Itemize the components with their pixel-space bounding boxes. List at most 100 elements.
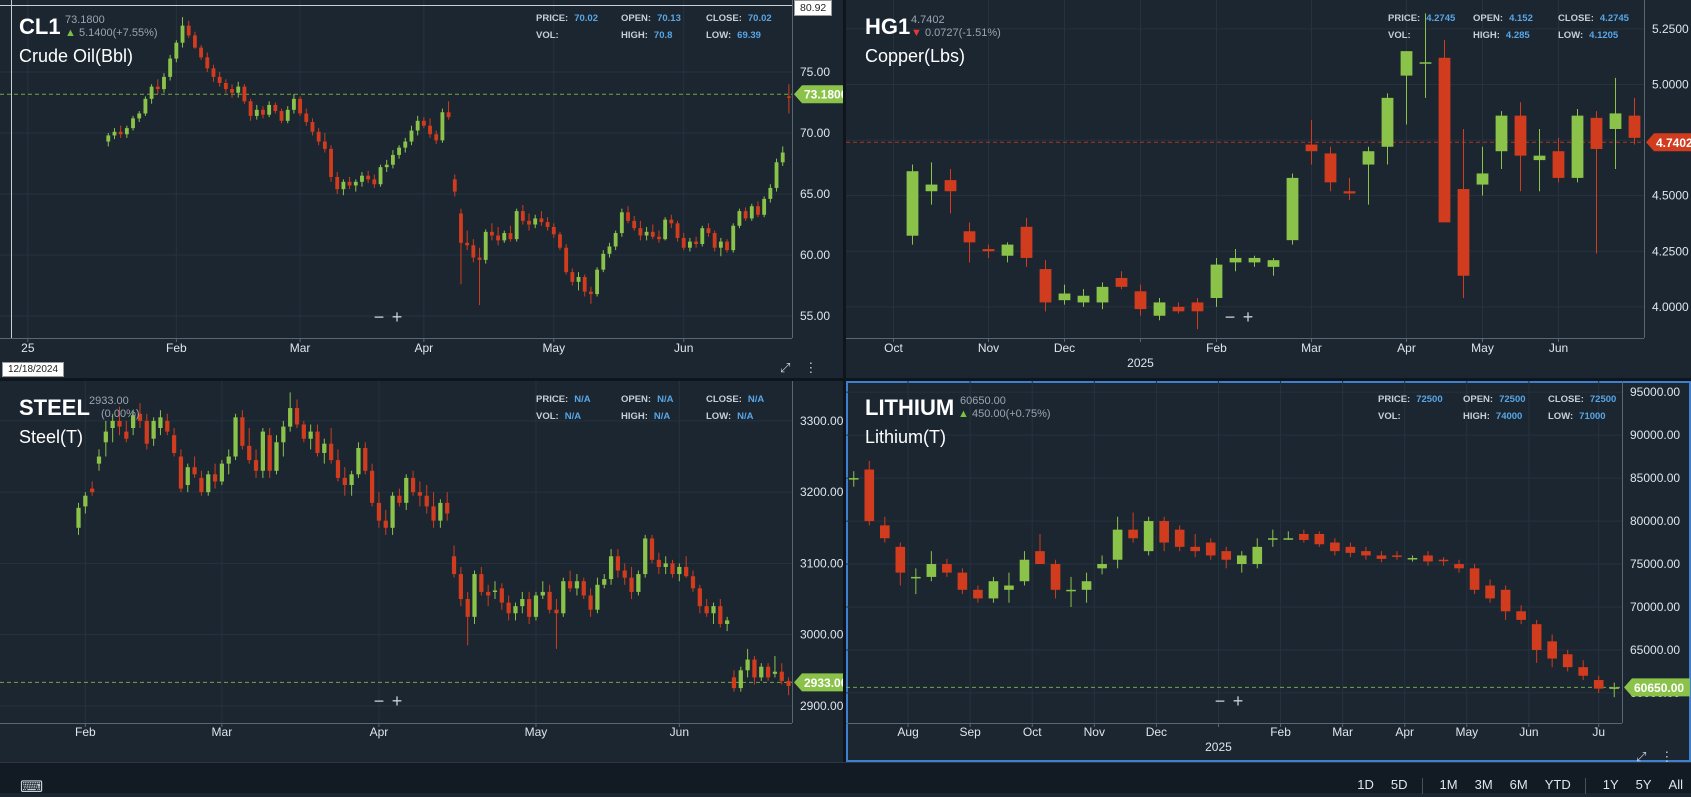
candle-body — [669, 219, 674, 224]
ohlc-value: N/A — [747, 394, 765, 405]
zoom-out-button[interactable]: − — [1214, 691, 1226, 711]
zoom-out-button[interactable]: − — [373, 691, 385, 711]
candle — [982, 244, 995, 258]
chart-panel-lithium[interactable]: 60000.0065000.0070000.0075000.0080000.00… — [846, 381, 1691, 762]
candle-body — [1066, 589, 1076, 592]
zoom-controls: − + — [370, 308, 406, 326]
candle — [1081, 572, 1092, 603]
y-tick-label: 3000.00 — [800, 628, 843, 642]
candle-body — [260, 431, 265, 471]
candle-body — [895, 546, 906, 573]
candle-body — [561, 581, 566, 614]
candle — [558, 231, 562, 251]
candle-body — [1191, 302, 1204, 312]
x-tick-label: Jun — [1549, 341, 1568, 355]
candle-body — [1299, 533, 1309, 540]
last-price-tag-bg — [794, 85, 843, 104]
candle-body — [1252, 546, 1263, 565]
candle-body — [409, 130, 414, 142]
y-tick-label: 5.0000 — [1652, 78, 1689, 92]
zoom-in-button[interactable]: + — [1242, 307, 1254, 327]
zoom-out-button[interactable]: − — [1224, 307, 1236, 327]
range-button-6m[interactable]: 6M — [1509, 777, 1528, 792]
candle — [1578, 660, 1589, 681]
candle-body — [378, 167, 383, 185]
candle-body — [106, 135, 111, 142]
range-button-1y[interactable]: 1Y — [1602, 777, 1619, 792]
ohlc-label: PRICE: — [536, 394, 569, 405]
candle-body — [1423, 555, 1433, 562]
candle — [670, 559, 675, 578]
more-menu-icon[interactable]: ⋮ — [1660, 749, 1674, 762]
zoom-in-button[interactable]: + — [391, 307, 403, 327]
candle-body — [1469, 568, 1480, 590]
range-button-3m[interactable]: 3M — [1474, 777, 1493, 792]
panel-divider-horizontal[interactable] — [0, 378, 1691, 381]
candle — [499, 583, 504, 610]
candle-body — [174, 42, 179, 59]
candle — [762, 196, 767, 218]
candle-body — [1205, 542, 1216, 556]
zoom-in-button[interactable]: + — [391, 691, 403, 711]
candle-body — [165, 420, 170, 432]
candle — [738, 666, 743, 692]
candle-body — [131, 118, 135, 129]
panel-divider-vertical[interactable] — [843, 0, 846, 762]
candle — [749, 203, 754, 221]
candle — [1299, 529, 1309, 543]
candle — [1097, 555, 1107, 575]
candle-body — [458, 574, 463, 600]
candle-body — [1039, 269, 1052, 303]
candle-body — [588, 291, 593, 295]
zoom-in-button[interactable]: + — [1232, 691, 1244, 711]
candle-body — [248, 101, 253, 116]
candle — [106, 133, 111, 147]
ohlc-value: 72500 — [1589, 394, 1617, 405]
range-button-1m[interactable]: 1M — [1439, 777, 1458, 792]
candle-body — [731, 677, 737, 689]
range-button-ytd[interactable]: YTD — [1544, 777, 1571, 792]
candle-body — [349, 474, 354, 486]
candle — [483, 229, 488, 264]
y-tick-label: 5.2500 — [1652, 22, 1689, 36]
expand-icon[interactable]: ⤢ — [780, 360, 791, 375]
candle-body — [533, 595, 539, 617]
range-button-all[interactable]: All — [1668, 777, 1683, 792]
more-menu-icon[interactable]: ⋮ — [804, 360, 818, 375]
candle — [554, 599, 559, 649]
candle-body — [1236, 555, 1247, 565]
ohlc-value: 70.02 — [747, 13, 772, 24]
y-tick-label: 55.00 — [800, 309, 830, 323]
candle-body — [752, 659, 757, 678]
candle — [1562, 649, 1573, 672]
candle-body — [601, 253, 606, 270]
candle — [1400, 51, 1413, 125]
price-change-value: (0.00%) — [101, 408, 140, 420]
ohlc-high: HIGH: 74000 — [1463, 411, 1522, 422]
candle — [329, 145, 333, 182]
expand-icon[interactable]: ⤢ — [1636, 749, 1647, 762]
y-tick-label: 3200.00 — [800, 485, 843, 499]
candle-body — [118, 131, 123, 135]
chart-panel-cl1[interactable]: 55.00 60.00 65.00 70.00 75.00 25 Feb Mar Apr May J… — [0, 0, 843, 378]
candle-body — [335, 460, 341, 478]
chart-panel-steel[interactable]: 2900.00 3000.00 3100.00 3200.00 3300.00 Feb Ma… — [0, 381, 843, 762]
candle-body — [545, 222, 550, 227]
candle-body — [233, 417, 238, 457]
candle — [677, 563, 682, 582]
ohlc-value: 74000 — [1495, 411, 1523, 422]
candle — [428, 118, 432, 138]
ohlc-label: HIGH: — [1463, 411, 1490, 422]
keyboard-icon[interactable]: ⌨ — [20, 779, 44, 796]
candle — [1004, 572, 1014, 603]
grid-lines — [846, 0, 1644, 338]
candle — [451, 545, 457, 578]
candle-body — [527, 599, 532, 617]
candle — [1361, 546, 1371, 560]
range-button-5d[interactable]: 5D — [1390, 777, 1408, 792]
zoom-out-button[interactable]: − — [373, 307, 385, 327]
chart-panel-hg1[interactable]: 4.00004.25004.50004.75005.00005.2500OctN… — [846, 0, 1691, 378]
range-button-1d[interactable]: 1D — [1357, 777, 1374, 792]
candle — [1205, 538, 1216, 560]
range-button-5y[interactable]: 5Y — [1635, 777, 1652, 792]
